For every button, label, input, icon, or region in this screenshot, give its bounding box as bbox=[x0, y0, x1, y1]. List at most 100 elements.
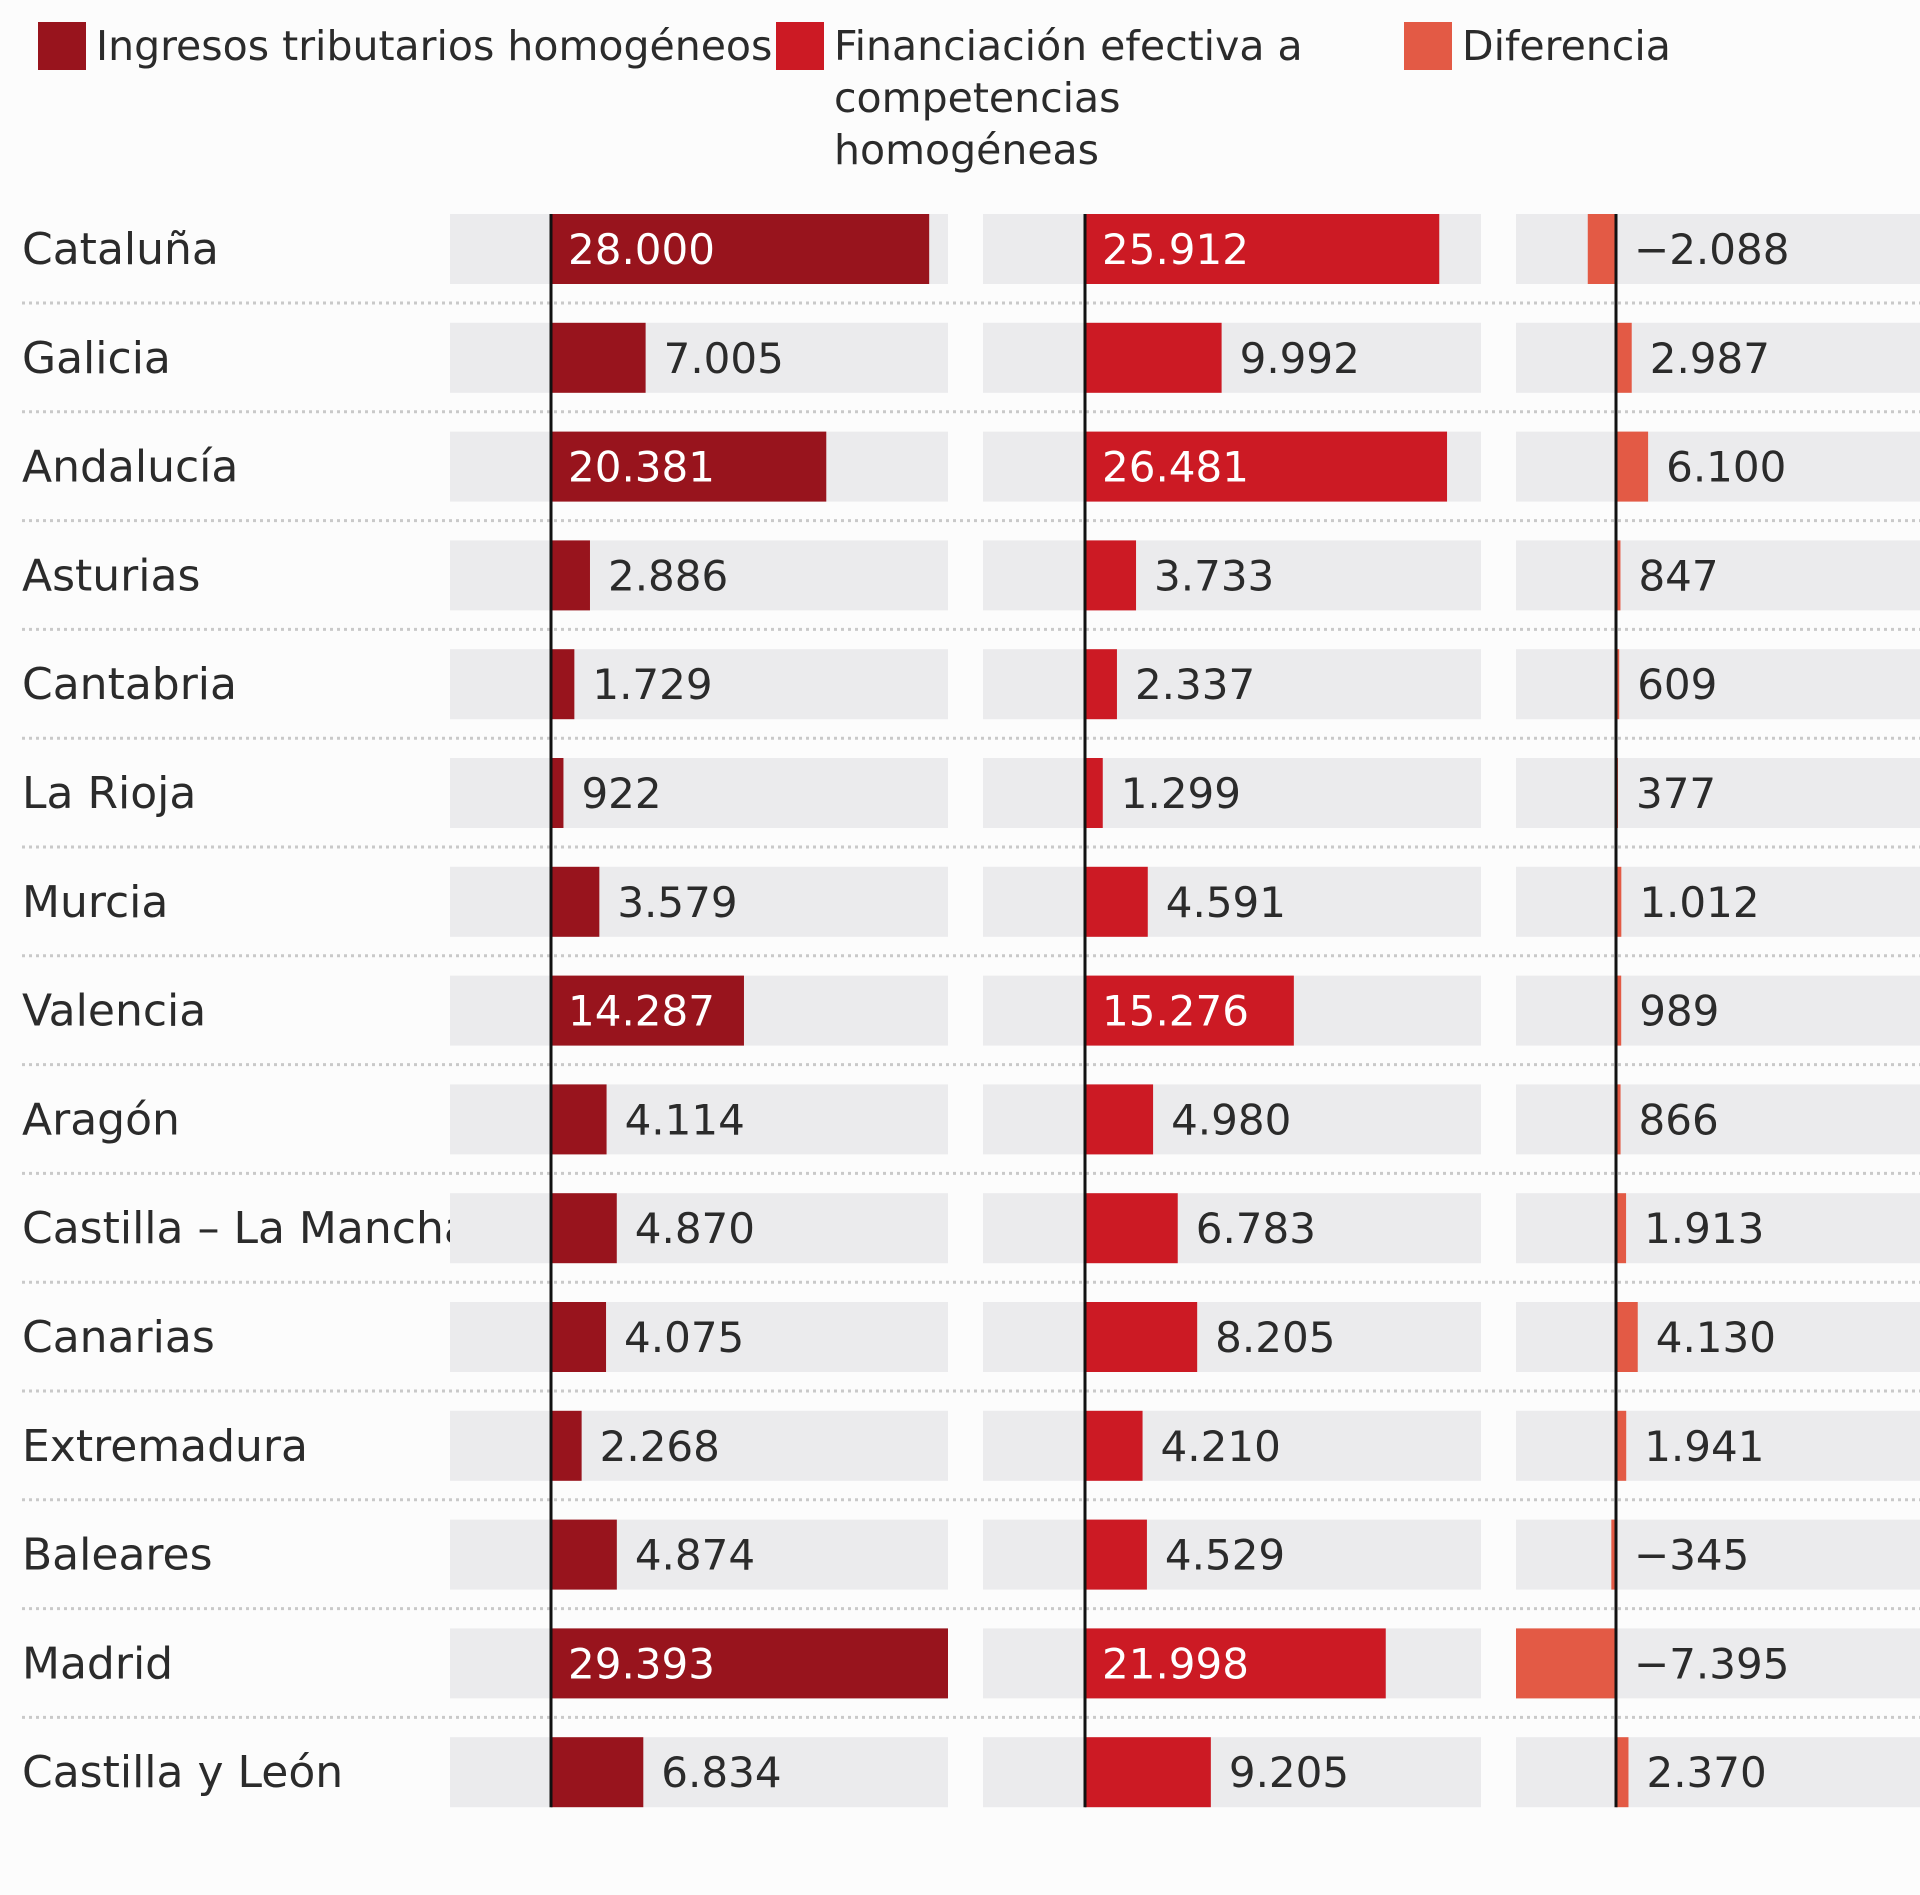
category-label: Extremadura bbox=[22, 1421, 308, 1472]
category-label: Madrid bbox=[22, 1638, 173, 1689]
category-label: Cantabria bbox=[22, 659, 237, 710]
bar-ingresos bbox=[551, 322, 646, 393]
bar-diferencia bbox=[1616, 866, 1622, 937]
legend-swatch-financiacion bbox=[776, 22, 824, 70]
bar-background bbox=[1516, 1084, 1920, 1155]
bar-background bbox=[1516, 758, 1920, 828]
bar-background bbox=[450, 1084, 948, 1155]
bar-financiacion bbox=[1085, 1519, 1147, 1590]
bar-ingresos bbox=[551, 866, 600, 937]
bar-background bbox=[450, 1737, 948, 1808]
data-label: 3.733 bbox=[1154, 551, 1274, 600]
bar-background bbox=[983, 1737, 1481, 1808]
data-label: 6.834 bbox=[661, 1748, 781, 1797]
bar-ingresos bbox=[551, 758, 564, 828]
data-label: −345 bbox=[1634, 1531, 1749, 1580]
bar-diferencia bbox=[1616, 1410, 1627, 1481]
bar-background bbox=[983, 758, 1481, 828]
bar-background bbox=[983, 1410, 1481, 1481]
bar-financiacion bbox=[1085, 540, 1137, 611]
category-label: Asturias bbox=[22, 550, 200, 601]
legend-label-diferencia: Diferencia bbox=[1462, 22, 1671, 70]
data-label: 29.393 bbox=[568, 1639, 715, 1688]
data-label: 26.481 bbox=[1102, 443, 1249, 492]
bar-diferencia bbox=[1616, 975, 1622, 1046]
bar-background bbox=[1516, 1302, 1920, 1372]
bar-diferencia bbox=[1616, 649, 1620, 720]
data-label: 2.987 bbox=[1650, 334, 1770, 383]
data-label: 15.276 bbox=[1102, 987, 1249, 1036]
bar-diferencia bbox=[1587, 214, 1616, 284]
bar-diferencia bbox=[1616, 1737, 1629, 1808]
bar-financiacion bbox=[1085, 1628, 1386, 1699]
legend: Ingresos tributarios homogéneos Financia… bbox=[0, 0, 1920, 174]
bar-diferencia bbox=[1616, 1302, 1638, 1372]
bar-background bbox=[450, 1410, 948, 1481]
bar-financiacion bbox=[1085, 431, 1448, 502]
data-label: 4.529 bbox=[1165, 1531, 1285, 1580]
data-label: 9.992 bbox=[1240, 334, 1360, 383]
data-label: 1.729 bbox=[592, 660, 712, 709]
bar-financiacion bbox=[1085, 758, 1103, 828]
bar-background bbox=[450, 540, 948, 611]
bar-ingresos bbox=[551, 540, 590, 611]
bar-financiacion bbox=[1085, 975, 1294, 1046]
category-label: Valencia bbox=[22, 986, 206, 1037]
data-label: 4.591 bbox=[1166, 878, 1286, 927]
bar-background bbox=[983, 1084, 1481, 1155]
bar-financiacion bbox=[1085, 649, 1117, 720]
data-label: 2.886 bbox=[608, 551, 728, 600]
category-label: Castilla – La Mancha bbox=[22, 1203, 471, 1254]
bar-background bbox=[1516, 975, 1920, 1046]
bar-diferencia bbox=[1616, 540, 1621, 611]
data-label: 8.205 bbox=[1215, 1313, 1335, 1362]
data-label: 4.130 bbox=[1656, 1313, 1776, 1362]
bar-background bbox=[450, 1302, 948, 1372]
bar-background bbox=[450, 1519, 948, 1590]
bar-ingresos bbox=[551, 1628, 948, 1699]
data-label: 377 bbox=[1636, 769, 1716, 818]
bar-background bbox=[1516, 1737, 1920, 1808]
category-label: Galicia bbox=[22, 333, 171, 384]
data-label: 7.005 bbox=[664, 334, 784, 383]
data-label: 2.370 bbox=[1646, 1748, 1766, 1797]
data-label: 4.075 bbox=[624, 1313, 744, 1362]
data-label: 2.268 bbox=[600, 1422, 720, 1471]
bar-background bbox=[983, 322, 1481, 393]
bar-background bbox=[983, 1193, 1481, 1264]
bar-financiacion bbox=[1085, 1737, 1211, 1808]
bar-diferencia bbox=[1516, 1628, 1616, 1699]
bar-background bbox=[450, 758, 948, 828]
legend-label-financiacion: Financiación efectiva a competencias hom… bbox=[834, 22, 1303, 174]
data-label: 14.287 bbox=[568, 987, 715, 1036]
category-label: La Rioja bbox=[22, 768, 196, 819]
bar-financiacion bbox=[1085, 866, 1148, 937]
bar-ingresos bbox=[551, 214, 930, 284]
bar-background bbox=[450, 322, 948, 393]
bar-background bbox=[1516, 866, 1920, 937]
legend-item-diferencia: Diferencia bbox=[1404, 20, 1671, 72]
category-label: Andalucía bbox=[22, 442, 238, 493]
bar-financiacion bbox=[1085, 1193, 1178, 1264]
bar-diferencia bbox=[1611, 1519, 1616, 1590]
category-label: Baleares bbox=[22, 1530, 213, 1581]
bar-background bbox=[1516, 214, 1920, 284]
bar-background bbox=[450, 866, 948, 937]
data-label: 2.337 bbox=[1135, 660, 1255, 709]
data-label: 1.012 bbox=[1639, 878, 1759, 927]
data-label: 3.579 bbox=[617, 878, 737, 927]
category-label: Canarias bbox=[22, 1312, 215, 1363]
legend-swatch-diferencia bbox=[1404, 22, 1452, 70]
bar-financiacion bbox=[1085, 214, 1440, 284]
legend-label-ingresos: Ingresos tributarios homogéneos bbox=[96, 22, 773, 70]
bar-background bbox=[1516, 431, 1920, 502]
bar-background bbox=[1516, 1410, 1920, 1481]
bar-background bbox=[1516, 1193, 1920, 1264]
data-label: 4.210 bbox=[1161, 1422, 1281, 1471]
bar-ingresos bbox=[551, 1737, 644, 1808]
legend-item-ingresos: Ingresos tributarios homogéneos bbox=[38, 20, 772, 72]
data-label: 609 bbox=[1637, 660, 1717, 709]
data-label: 4.874 bbox=[635, 1531, 755, 1580]
bar-financiacion bbox=[1085, 1084, 1154, 1155]
